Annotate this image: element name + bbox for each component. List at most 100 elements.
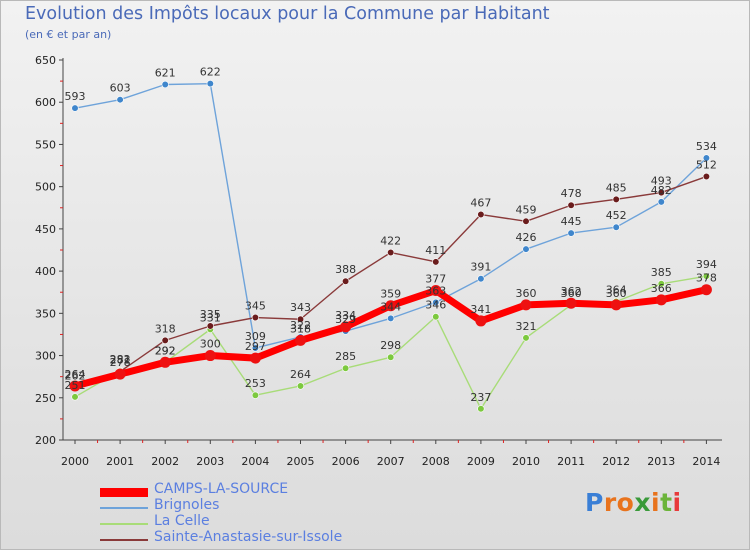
data-point — [387, 353, 395, 361]
x-tick-label: 2014 — [692, 455, 720, 468]
data-label: 385 — [651, 266, 672, 279]
x-tick-label: 2012 — [602, 455, 630, 468]
data-label: 360 — [561, 287, 582, 300]
data-label: 593 — [65, 90, 86, 103]
data-label: 253 — [245, 377, 266, 390]
data-point — [565, 297, 577, 309]
data-label: 622 — [200, 66, 221, 79]
data-point — [657, 198, 665, 206]
legend-label: Brignoles — [154, 497, 220, 513]
data-label: 318 — [155, 322, 176, 335]
data-label: 391 — [470, 261, 491, 274]
data-point — [522, 245, 530, 253]
data-label: 467 — [470, 197, 491, 210]
data-label: 344 — [380, 300, 401, 313]
x-tick-label: 2010 — [512, 455, 540, 468]
data-point — [475, 315, 487, 327]
data-point — [387, 314, 395, 323]
data-label: 298 — [380, 339, 401, 352]
data-point — [702, 172, 711, 181]
legend-item: CAMPS-LA-SOURCE — [100, 481, 400, 500]
data-label: 478 — [561, 187, 582, 200]
data-label: 292 — [155, 344, 176, 357]
data-point — [657, 188, 665, 197]
legend-label: Sainte-Anastasie-sur-Issole — [154, 529, 343, 545]
proxiti-logo: Proxiti — [585, 488, 682, 517]
data-label: 335 — [200, 308, 221, 321]
data-label: 452 — [606, 209, 627, 222]
data-point — [251, 391, 259, 399]
data-point — [702, 272, 711, 280]
x-tick-label: 2013 — [647, 455, 675, 468]
logo-letter: x — [634, 488, 651, 517]
data-label: 485 — [606, 181, 627, 194]
logo-letter: r — [603, 488, 617, 517]
x-tick-label: 2008 — [422, 455, 450, 468]
data-label: 285 — [335, 350, 356, 363]
data-label: 262 — [65, 370, 86, 383]
data-point — [520, 299, 532, 311]
data-label: 362 — [561, 285, 582, 298]
data-point — [340, 321, 352, 333]
data-label: 281 — [110, 354, 131, 367]
y-tick-label: 400 — [35, 265, 56, 278]
data-point — [567, 201, 575, 209]
data-point — [296, 315, 305, 323]
data-point — [71, 393, 79, 401]
data-point — [206, 80, 214, 88]
data-label: 346 — [425, 299, 446, 312]
data-label: 282 — [110, 353, 131, 366]
data-label: 364 — [606, 284, 627, 297]
x-tick-label: 2000 — [61, 455, 89, 468]
data-point — [251, 344, 259, 352]
data-label: 459 — [516, 203, 537, 216]
data-point — [161, 336, 169, 344]
logo-letter: i — [651, 488, 661, 517]
y-tick-label: 650 — [35, 54, 56, 67]
data-label: 363 — [425, 284, 446, 297]
y-tick-label: 450 — [35, 223, 56, 236]
data-point — [477, 405, 485, 413]
data-label: 264 — [65, 368, 86, 381]
legend-swatch — [100, 539, 148, 541]
data-point — [71, 104, 79, 112]
legend-swatch — [100, 523, 148, 525]
data-label: 482 — [651, 184, 672, 197]
data-label: 621 — [155, 66, 176, 79]
data-point — [116, 96, 124, 104]
data-label: 534 — [696, 140, 717, 153]
y-tick-label: 550 — [35, 138, 56, 151]
data-label: 318 — [290, 322, 311, 335]
data-label: 360 — [606, 287, 627, 300]
data-point — [432, 258, 440, 266]
data-label: 343 — [290, 301, 311, 314]
x-tick-label: 2001 — [106, 455, 134, 468]
data-point — [204, 350, 216, 362]
data-label: 366 — [651, 282, 672, 295]
data-point — [522, 334, 530, 342]
data-point — [432, 298, 440, 306]
data-label: 445 — [561, 215, 582, 228]
chart-subtitle: (en € et par an) — [25, 28, 112, 41]
x-tick-label: 2011 — [557, 455, 585, 468]
data-label: 264 — [290, 368, 311, 381]
data-point — [700, 284, 712, 296]
data-label: 251 — [65, 379, 86, 392]
data-label: 309 — [245, 330, 266, 343]
data-label: 493 — [651, 175, 672, 188]
x-tick-label: 2003 — [196, 455, 224, 468]
data-point — [114, 368, 126, 380]
data-point — [657, 280, 665, 288]
x-tick-label: 2007 — [377, 455, 405, 468]
data-point — [161, 80, 169, 89]
y-tick-label: 300 — [35, 350, 56, 363]
x-tick-label: 2004 — [241, 455, 269, 468]
data-label: 360 — [516, 287, 537, 300]
data-label: 512 — [696, 159, 717, 172]
data-point — [342, 277, 350, 285]
y-tick-label: 500 — [35, 181, 56, 194]
data-label: 292 — [155, 344, 176, 357]
legend-item: Sainte-Anastasie-sur-Issole — [100, 529, 400, 548]
logo-letter: P — [585, 488, 604, 517]
data-point — [251, 313, 259, 322]
